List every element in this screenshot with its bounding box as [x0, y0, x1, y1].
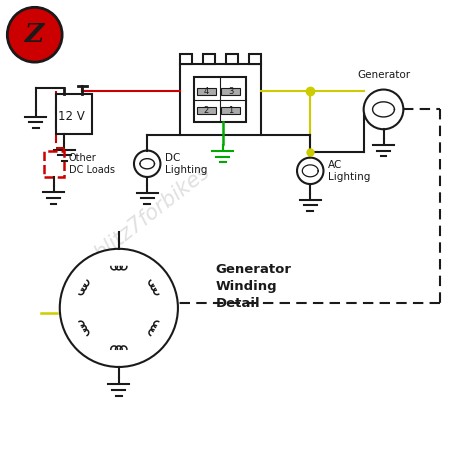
- Text: Generator: Generator: [357, 70, 410, 80]
- Bar: [197, 88, 216, 95]
- Text: Other
DC Loads: Other DC Loads: [69, 153, 115, 175]
- Text: DC
Lighting: DC Lighting: [165, 153, 208, 174]
- Circle shape: [60, 249, 178, 367]
- Bar: [221, 88, 240, 95]
- Bar: [197, 107, 216, 114]
- Circle shape: [7, 7, 62, 62]
- Bar: [180, 64, 261, 136]
- Circle shape: [364, 90, 403, 129]
- Text: 4: 4: [204, 87, 209, 96]
- Bar: [55, 94, 92, 134]
- Bar: [249, 54, 261, 64]
- Bar: [226, 54, 237, 64]
- Bar: [221, 107, 240, 114]
- Text: Generator
Winding
Detail: Generator Winding Detail: [216, 263, 292, 310]
- Bar: [194, 77, 246, 122]
- Text: 3: 3: [228, 87, 234, 96]
- Bar: [44, 151, 64, 177]
- Text: AC
Lighting: AC Lighting: [328, 160, 371, 182]
- Bar: [203, 54, 215, 64]
- Text: 2: 2: [204, 106, 209, 115]
- Text: 12 V: 12 V: [58, 110, 85, 123]
- Text: Z: Z: [25, 22, 45, 47]
- Bar: [180, 54, 192, 64]
- Text: 1: 1: [228, 106, 234, 115]
- Text: blitz7forbikes: blitz7forbikes: [91, 162, 214, 264]
